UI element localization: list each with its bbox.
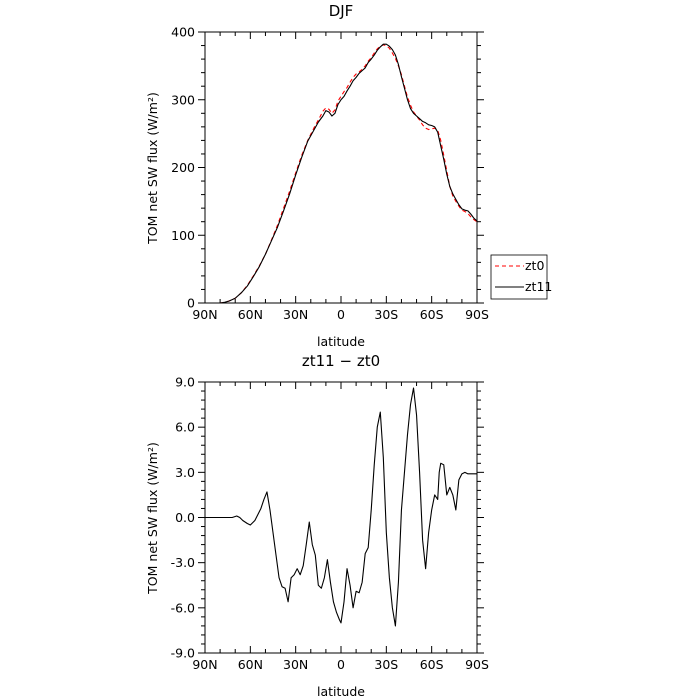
legend-label-zt11: zt11 <box>525 279 552 294</box>
top-xtick-label: 90S <box>465 307 489 322</box>
bottom-ytick-label: 6.0 <box>175 420 195 435</box>
bottom-ytick-label: -6.0 <box>171 600 195 615</box>
top-series-line-zt11 <box>220 43 478 304</box>
bottom-ytick-label: 3.0 <box>175 465 195 480</box>
bottom-ytick-label: -9.0 <box>171 646 195 661</box>
bottom-xtick-label: 60S <box>420 657 444 672</box>
bottom-xtick-label: 90N <box>192 657 217 672</box>
top-xtick-label: 60N <box>238 307 263 322</box>
legend-box <box>490 254 548 300</box>
top-chart-xlabel: latitude <box>317 334 365 349</box>
legend-label-zt0: zt0 <box>525 258 544 273</box>
legend: zt0 zt11 <box>490 254 552 300</box>
bottom-series-line-0 <box>205 387 477 627</box>
top-ytick-label: 200 <box>171 160 195 175</box>
bottom-xtick-label: 0 <box>337 657 345 672</box>
top-chart: DJF latitude TOM net SW flux (W/m²) 90N 6… <box>145 2 489 349</box>
top-chart-title: DJF <box>329 2 354 20</box>
bottom-xtick-label: 90S <box>465 657 489 672</box>
bottom-chart-ylabel: TOM net SW flux (W/m²) <box>145 442 160 595</box>
top-xtick-label: 30S <box>374 307 398 322</box>
bottom-ytick-label: 0.0 <box>175 510 195 525</box>
bottom-chart-title: zt11 − zt0 <box>302 352 380 370</box>
bottom-ytick-label: 9.0 <box>175 375 195 390</box>
top-ytick-label: 0 <box>187 296 195 311</box>
top-chart-frame <box>204 31 478 304</box>
top-xtick-label: 30N <box>283 307 308 322</box>
top-xtick-label: 60S <box>420 307 444 322</box>
top-ytick-label: 300 <box>171 92 195 107</box>
bottom-xtick-label: 30N <box>283 657 308 672</box>
bottom-chart-frame <box>204 381 478 654</box>
top-ytick-label: 100 <box>171 228 195 243</box>
bottom-chart-xlabel: latitude <box>317 684 365 699</box>
bottom-xtick-label: 30S <box>374 657 398 672</box>
bottom-xtick-label: 60N <box>238 657 263 672</box>
bottom-ytick-label: -3.0 <box>171 555 195 570</box>
top-series-line-zt0 <box>220 44 478 304</box>
top-chart-ylabel: TOM net SW flux (W/m²) <box>145 92 160 245</box>
top-ytick-label: 400 <box>171 25 195 40</box>
top-xtick-label: 90N <box>192 307 217 322</box>
top-xtick-label: 0 <box>337 307 345 322</box>
bottom-chart: zt11 − zt0 latitude TOM net SW flux (W/m… <box>145 352 489 699</box>
